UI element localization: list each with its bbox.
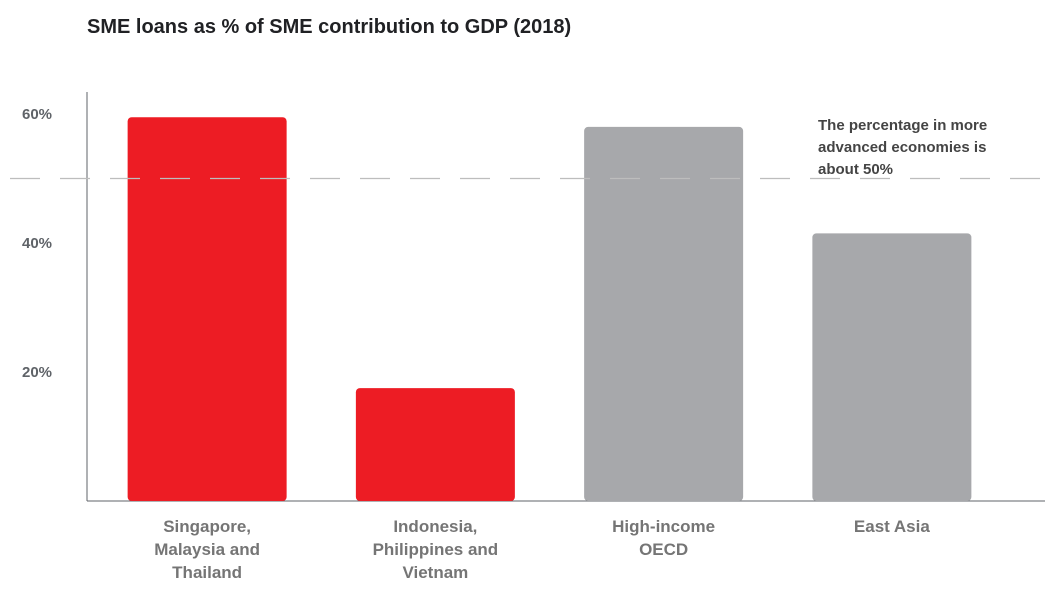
bar [127, 117, 287, 501]
y-tick-label: 60% [22, 106, 52, 123]
bar [584, 126, 744, 502]
y-tick-label: 40% [22, 235, 52, 252]
chart-title: SME loans as % of SME contribution to GD… [87, 16, 572, 38]
bar [812, 233, 972, 501]
x-tick-label: High-income OECD [612, 517, 715, 559]
x-tick-label: East Asia [854, 517, 930, 536]
y-tick-label: 20% [22, 364, 52, 381]
bar [355, 388, 515, 501]
x-tick-label: Indonesia, Philippines and Vietnam [373, 517, 499, 582]
x-tick-label: Singapore, Malaysia and Thailand [154, 517, 260, 582]
annotation: The percentage in more advanced economies… [818, 117, 987, 178]
